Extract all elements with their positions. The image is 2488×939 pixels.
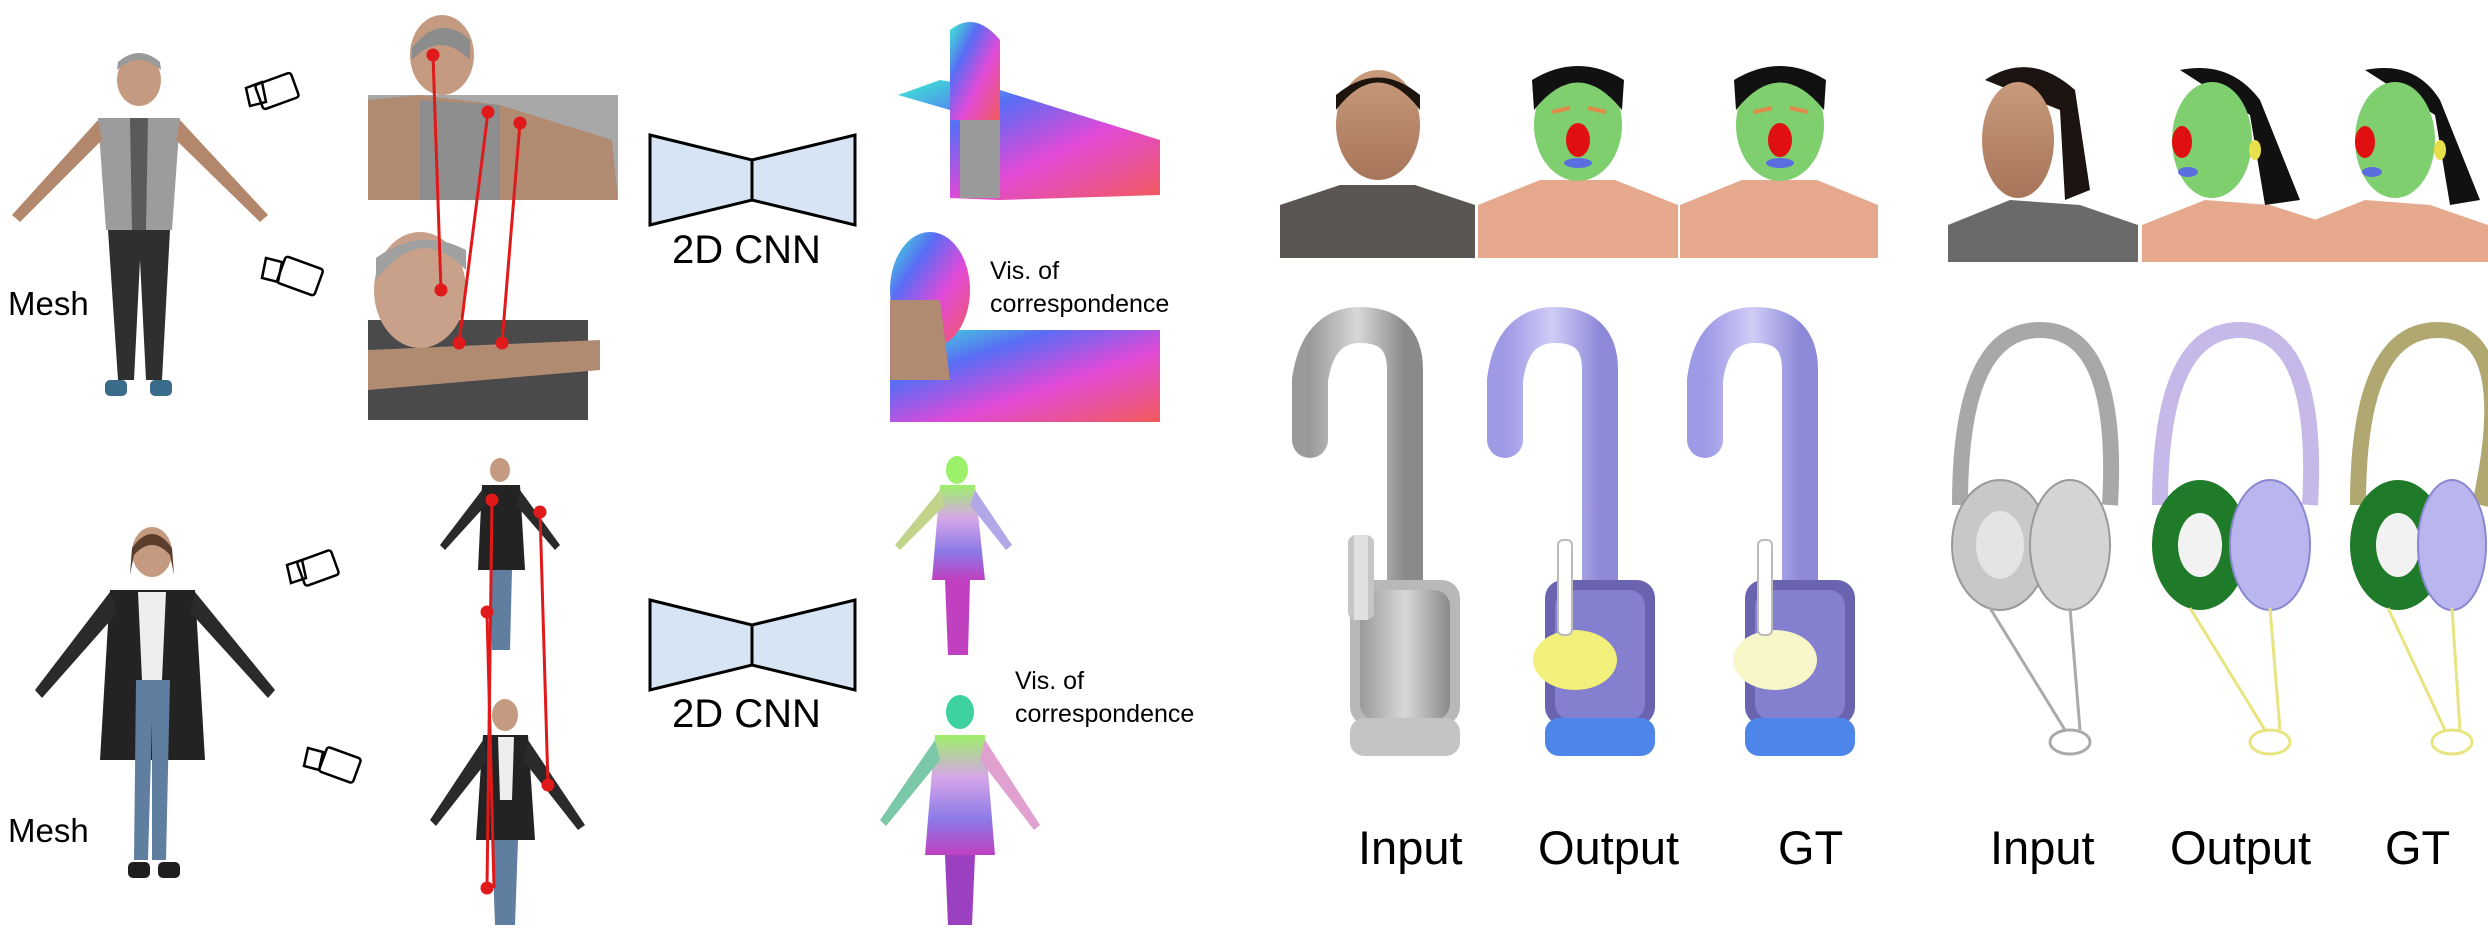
vis-label-bottom: Vis. of correspondence: [1015, 667, 1195, 728]
faucet-input: [1292, 306, 1460, 756]
face-input-male: [1280, 70, 1475, 258]
face-output-female: [2142, 68, 2332, 262]
column-label-gt: GT: [2385, 821, 2451, 874]
column-label-input: Input: [1990, 821, 2095, 874]
correspondence-vis-top-female: [895, 456, 1012, 655]
face-output-male: [1478, 66, 1678, 258]
camera-icon: [285, 549, 340, 587]
correspondence-vis-bottom-female: [880, 695, 1040, 925]
headphones-gt: [2350, 321, 2488, 756]
headphones-output: [2152, 321, 2320, 756]
correspondence-vis-top: [898, 22, 1160, 200]
correspondence-vis-bottom-face: [890, 232, 1160, 422]
mesh-label-bottom: Mesh: [8, 812, 89, 849]
mesh-figure-male: [12, 53, 268, 396]
faucet-output: [1487, 306, 1655, 756]
rendered-view-bottom-female: [430, 699, 585, 925]
cnn-label-bottom: 2D CNN: [672, 692, 821, 736]
rendered-view-bottom: [368, 232, 600, 420]
mesh-figure-female: [35, 527, 275, 878]
camera-icon: [244, 71, 300, 111]
column-label-input: Input: [1358, 821, 1463, 874]
camera-icon: [260, 255, 324, 297]
cnn-label-top: 2D CNN: [672, 228, 821, 272]
mesh-label-top: Mesh: [8, 285, 89, 322]
rendered-view-top: [368, 15, 618, 200]
correspondence-lines-bottom: [480, 493, 555, 895]
column-label-output: Output: [2170, 821, 2312, 874]
face-gt-male: [1680, 66, 1878, 258]
correspondence-lines-top: [426, 48, 527, 350]
vis-label-top: Vis. of correspondence: [990, 257, 1170, 318]
column-label-output: Output: [1538, 821, 1680, 874]
rendered-view-top-female: [440, 458, 560, 650]
face-gt-female: [2302, 68, 2488, 262]
faucet-gt: [1687, 306, 1855, 756]
camera-icon: [302, 746, 362, 784]
face-input-female: [1948, 67, 2138, 262]
headphones-input: [1951, 321, 2120, 756]
column-label-gt: GT: [1778, 821, 1844, 874]
